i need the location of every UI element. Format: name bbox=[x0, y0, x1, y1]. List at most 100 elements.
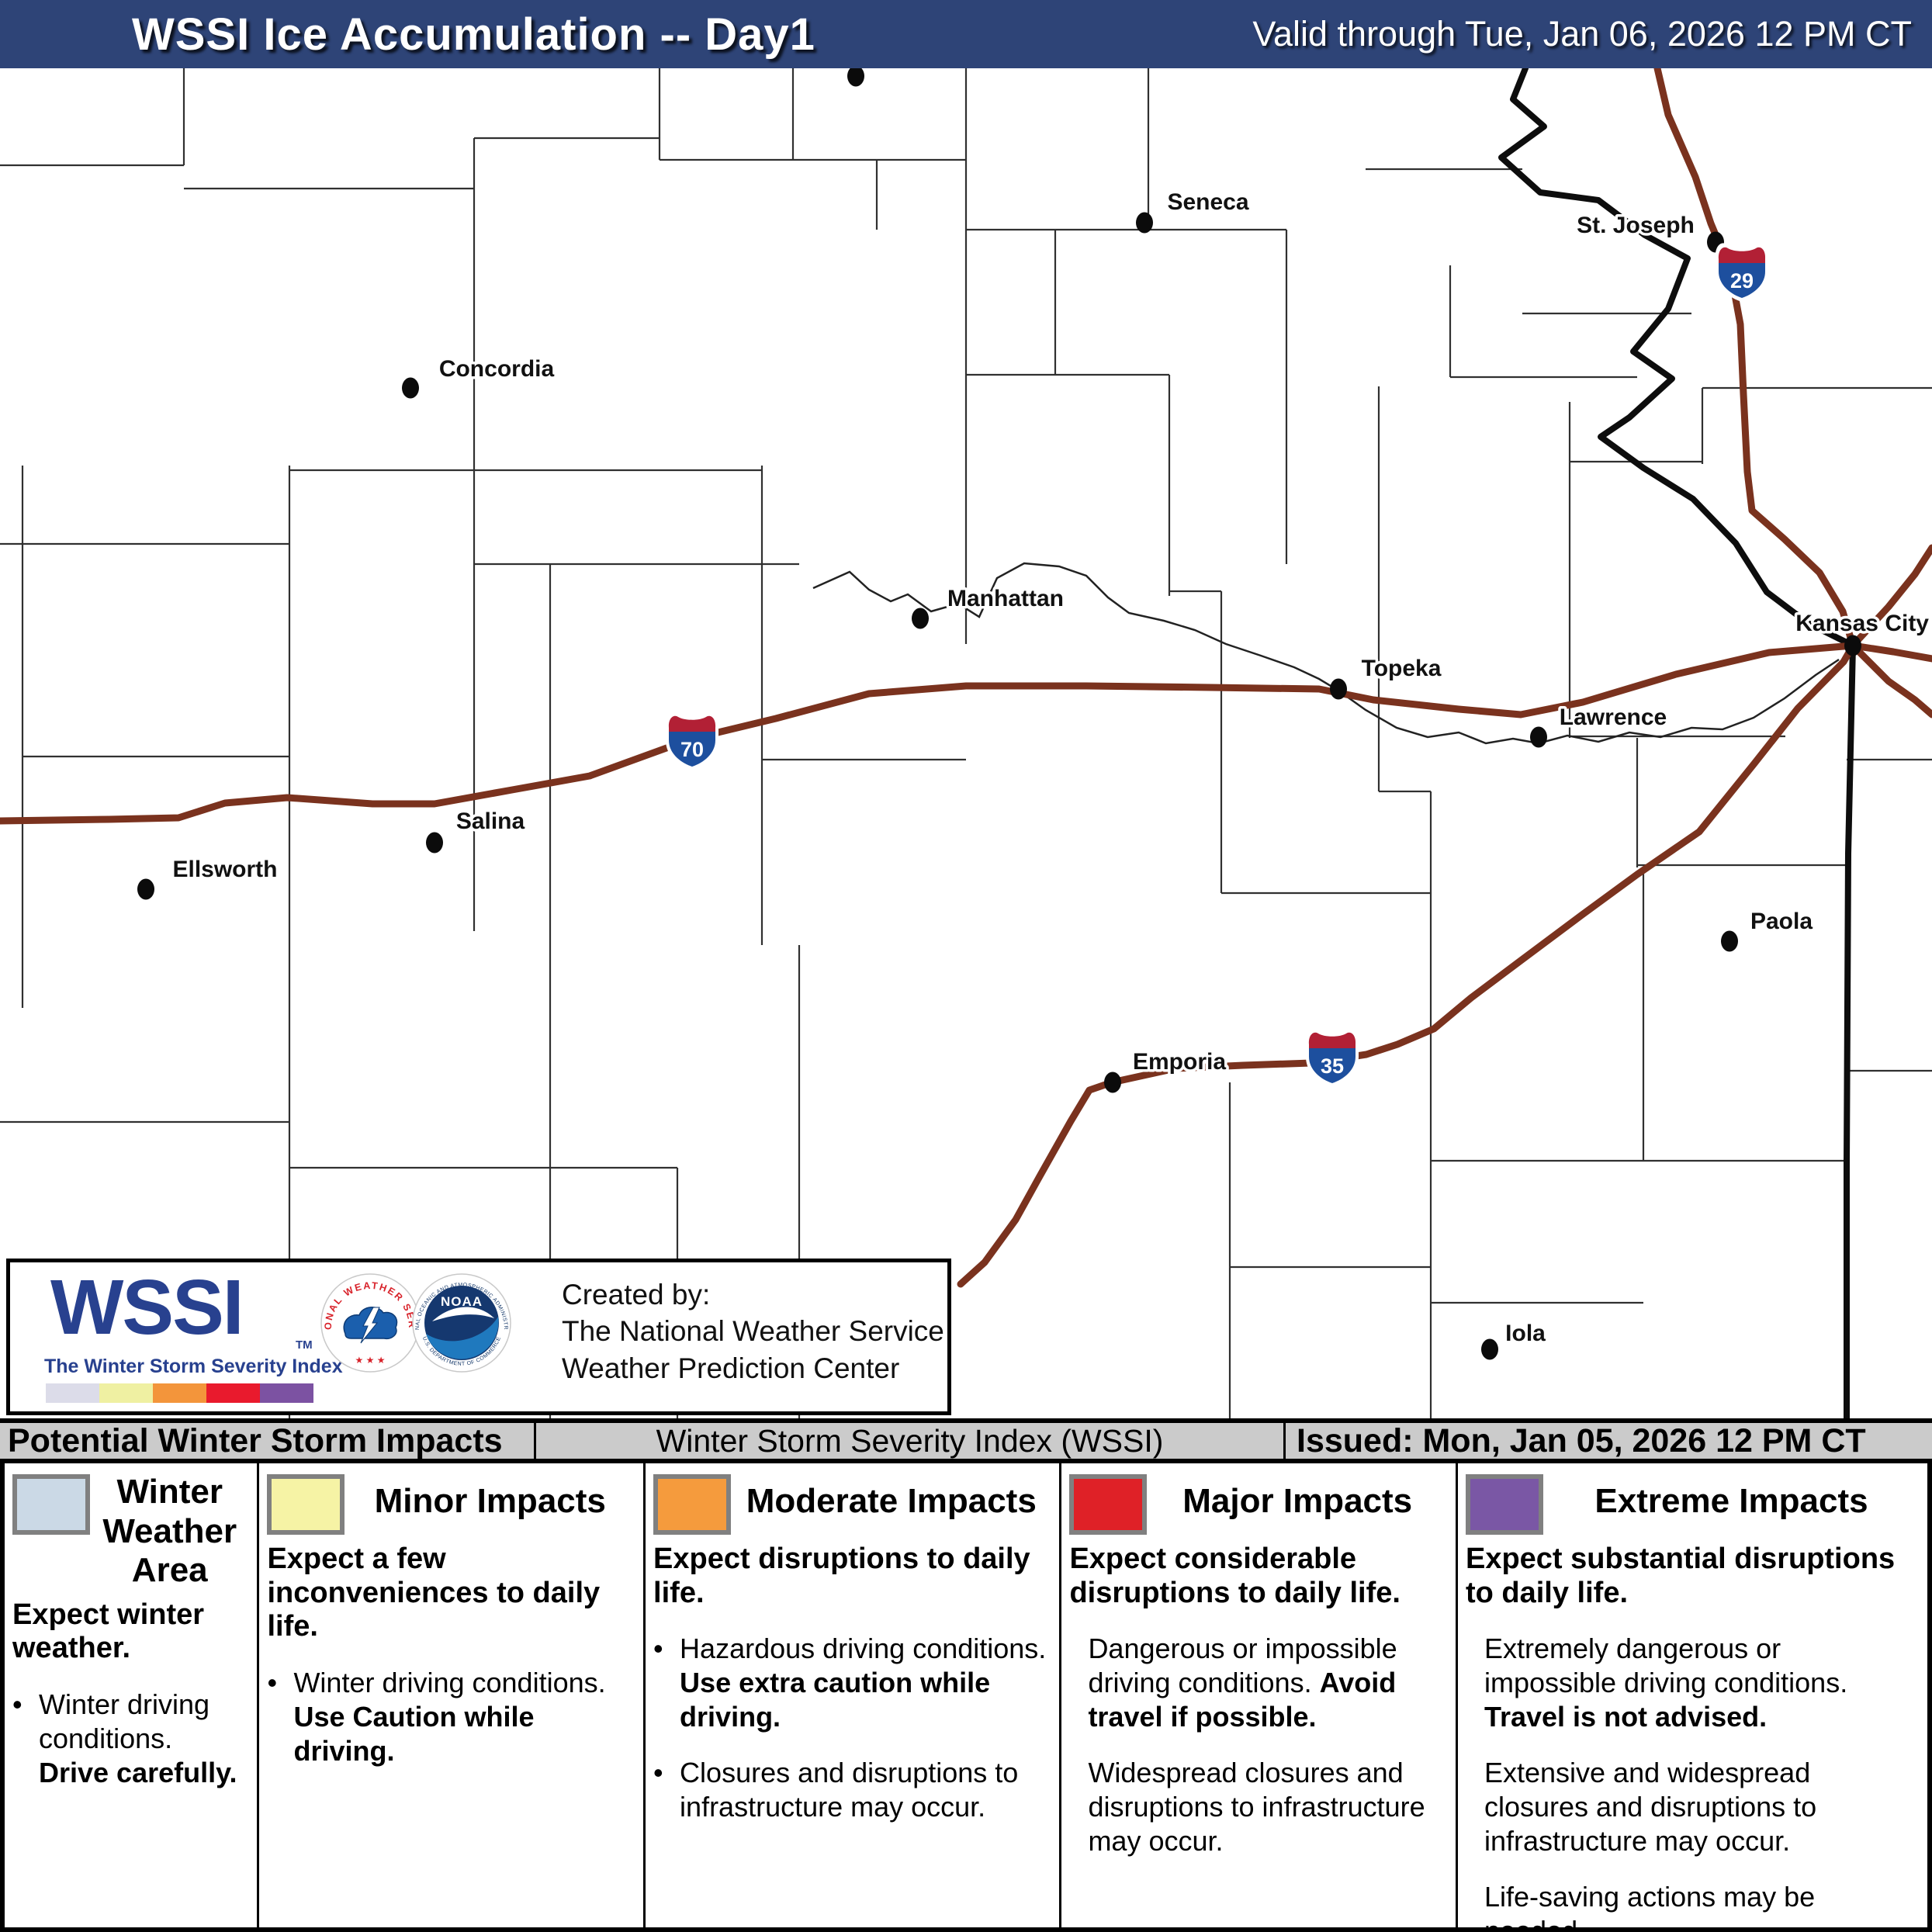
interstate-shield-icon: 29 bbox=[1715, 243, 1769, 302]
legend-panel-moderate-impacts: Moderate Impacts Expect disruptions to da… bbox=[646, 1463, 1062, 1927]
legend-panel-winter-weather-area: Winter Weather Area Expect winter weather. •… bbox=[5, 1463, 260, 1927]
wssi-logo: WSSI bbox=[50, 1264, 244, 1351]
severity-strip-cell bbox=[46, 1383, 99, 1403]
nws-lightning-bolt bbox=[360, 1307, 380, 1344]
legend-swatch-minor-impacts bbox=[267, 1474, 345, 1535]
city-label: Concordia bbox=[439, 356, 555, 382]
legend-item: • Hazardous driving conditions. Use extra… bbox=[653, 1632, 1051, 1734]
legend-item: • Winter driving conditions. Drive carefu… bbox=[12, 1688, 249, 1790]
road-kc-northeast bbox=[1849, 544, 1932, 649]
noaa-bird bbox=[432, 1307, 494, 1321]
indent-spacer bbox=[1069, 1632, 1088, 1734]
legend-item-text: Life-saving actions may be needed. bbox=[1484, 1880, 1816, 1932]
bullet-marker: • bbox=[653, 1633, 663, 1665]
city-dot bbox=[1721, 930, 1738, 952]
bullet-marker: • bbox=[653, 1757, 663, 1789]
city-dot bbox=[1136, 212, 1153, 234]
city-label: Ellsworth bbox=[172, 857, 277, 882]
legend-item: Extensive and widespread closures and di… bbox=[1466, 1756, 1920, 1858]
interstate-35 bbox=[957, 642, 1857, 1288]
legend-title-winter-weather-area: Winter Weather Area bbox=[102, 1473, 237, 1590]
legend-item-text: Dangerous or impossible driving conditio… bbox=[1088, 1633, 1397, 1733]
legend-item-text: Winter driving conditions. Drive careful… bbox=[39, 1688, 237, 1788]
legend-title-extreme-impacts: Extreme Impacts bbox=[1594, 1482, 1868, 1520]
indent-spacer bbox=[1466, 1632, 1484, 1734]
wssi-logo-subtitle: The Winter Storm Severity Index bbox=[44, 1356, 343, 1377]
shield-number: 70 bbox=[680, 738, 704, 761]
city-label: Salina bbox=[456, 808, 525, 834]
legend-item: • Closures and disruptions to infrastruct… bbox=[653, 1756, 1051, 1824]
interstate-shield-icon: 70 bbox=[665, 712, 719, 770]
shield-number: 29 bbox=[1730, 269, 1754, 293]
shield-body bbox=[1309, 1048, 1356, 1083]
legend-item: Widespread closures and disruptions to i… bbox=[1069, 1756, 1448, 1858]
severity-strip-cell bbox=[260, 1383, 313, 1403]
nws-logo-icon: NATIONAL WEATHER SERVICE★ ★ ★ bbox=[320, 1273, 420, 1373]
city-label: Seneca bbox=[1167, 189, 1248, 215]
city-label: Lawrence bbox=[1560, 705, 1667, 730]
city-dot bbox=[1844, 635, 1861, 656]
legend-item-text: Winter driving conditions. Use Caution w… bbox=[293, 1667, 606, 1767]
created-by-line1: Created by: bbox=[562, 1279, 711, 1311]
legend-intro-moderate-impacts: Expect disruptions to daily life. bbox=[653, 1542, 1030, 1609]
severity-strip-cell bbox=[206, 1383, 260, 1403]
wssi-severity-color-strip bbox=[46, 1383, 313, 1403]
noaa-globe-light bbox=[426, 1317, 499, 1359]
city-label: Emporia bbox=[1133, 1049, 1226, 1075]
legend-swatch-extreme-impacts bbox=[1465, 1474, 1543, 1535]
kansas-missouri-state-line bbox=[1844, 645, 1856, 1418]
issued-bar: Potential Winter Storm Impacts Winter St… bbox=[0, 1418, 1932, 1463]
city-dot bbox=[912, 608, 929, 629]
legend-item-text: Extensive and widespread closures and di… bbox=[1484, 1757, 1817, 1857]
city-dot bbox=[137, 878, 154, 900]
legend-item-text: Extremely dangerous or impossible drivin… bbox=[1484, 1633, 1848, 1733]
map-area: Seneca St. Joseph Concordia Manhattan Topeka… bbox=[0, 64, 1932, 1418]
impact-legend: Winter Weather Area Expect winter weather. •… bbox=[0, 1463, 1932, 1932]
indent-spacer bbox=[1069, 1756, 1088, 1858]
legend-swatch-major-impacts bbox=[1069, 1474, 1148, 1535]
city-dot bbox=[1481, 1338, 1498, 1360]
legend-panel-major-impacts: Major Impacts Expect considerable disrupt… bbox=[1061, 1463, 1458, 1927]
created-by-text: Created by: The National Weather Service… bbox=[562, 1276, 944, 1387]
legend-intro-minor-impacts: Expect a few inconveniences to daily lif… bbox=[267, 1542, 601, 1643]
legend-item: Life-saving actions may be needed. bbox=[1466, 1880, 1920, 1932]
legend-intro-extreme-impacts: Expect substantial disruptions to daily … bbox=[1465, 1542, 1896, 1609]
shield-crest bbox=[1308, 1032, 1356, 1048]
missouri-river-state-border bbox=[1498, 65, 1856, 649]
issued-timestamp: Issued: Mon, Jan 05, 2026 12 PM CT bbox=[1297, 1421, 1866, 1459]
created-by-line2: The National Weather Service bbox=[562, 1315, 944, 1348]
legend-title-minor-impacts: Minor Impacts bbox=[374, 1482, 606, 1520]
bullet-marker: • bbox=[267, 1667, 278, 1699]
legend-item-text: Closures and disruptions to infrastructu… bbox=[680, 1757, 1019, 1823]
legend-item: Extremely dangerous or impossible drivin… bbox=[1466, 1632, 1920, 1734]
map-svg: Seneca St. Joseph Concordia Manhattan Topeka… bbox=[0, 64, 1932, 1418]
city-dot bbox=[402, 377, 419, 399]
road-kc-east bbox=[1849, 642, 1932, 663]
indent-spacer bbox=[1466, 1880, 1484, 1932]
city-dot bbox=[1104, 1072, 1121, 1093]
city-label: Kansas City bbox=[1795, 611, 1929, 636]
road-kc-southeast bbox=[1849, 642, 1932, 718]
interstate-shield-icon: 35 bbox=[1305, 1028, 1359, 1087]
shield-number: 35 bbox=[1321, 1054, 1344, 1078]
city-dot bbox=[1330, 678, 1347, 700]
shield-crest bbox=[668, 715, 716, 732]
interstate-70 bbox=[0, 642, 1857, 825]
legend-item-text: Hazardous driving conditions. Use extra … bbox=[680, 1633, 1047, 1733]
noaa-logo-icon: NATIONAL OCEANIC AND ATMOSPHERIC ADMINIS… bbox=[412, 1273, 511, 1373]
legend-item: • Winter driving conditions. Use Caution … bbox=[267, 1666, 635, 1768]
city-label: Topeka bbox=[1362, 656, 1442, 681]
wssi-tm-mark: TM bbox=[296, 1338, 313, 1352]
legend-title-moderate-impacts: Moderate Impacts bbox=[746, 1482, 1037, 1520]
severity-strip-cell bbox=[99, 1383, 153, 1403]
page-title: WSSI Ice Accumulation -- Day1 bbox=[132, 9, 815, 60]
shield-body bbox=[1719, 263, 1765, 298]
shield-crest bbox=[1718, 247, 1766, 263]
city-dot bbox=[426, 832, 443, 853]
kansas-river-line bbox=[812, 562, 1840, 745]
legend-intro-major-impacts: Expect considerable disruptions to daily… bbox=[1069, 1542, 1401, 1609]
shield-body bbox=[669, 732, 715, 767]
legend-item: Dangerous or impossible driving conditio… bbox=[1069, 1632, 1448, 1734]
legend-swatch-moderate-impacts bbox=[653, 1474, 732, 1535]
title-bar: WSSI Ice Accumulation -- Day1 Valid thro… bbox=[0, 0, 1932, 68]
